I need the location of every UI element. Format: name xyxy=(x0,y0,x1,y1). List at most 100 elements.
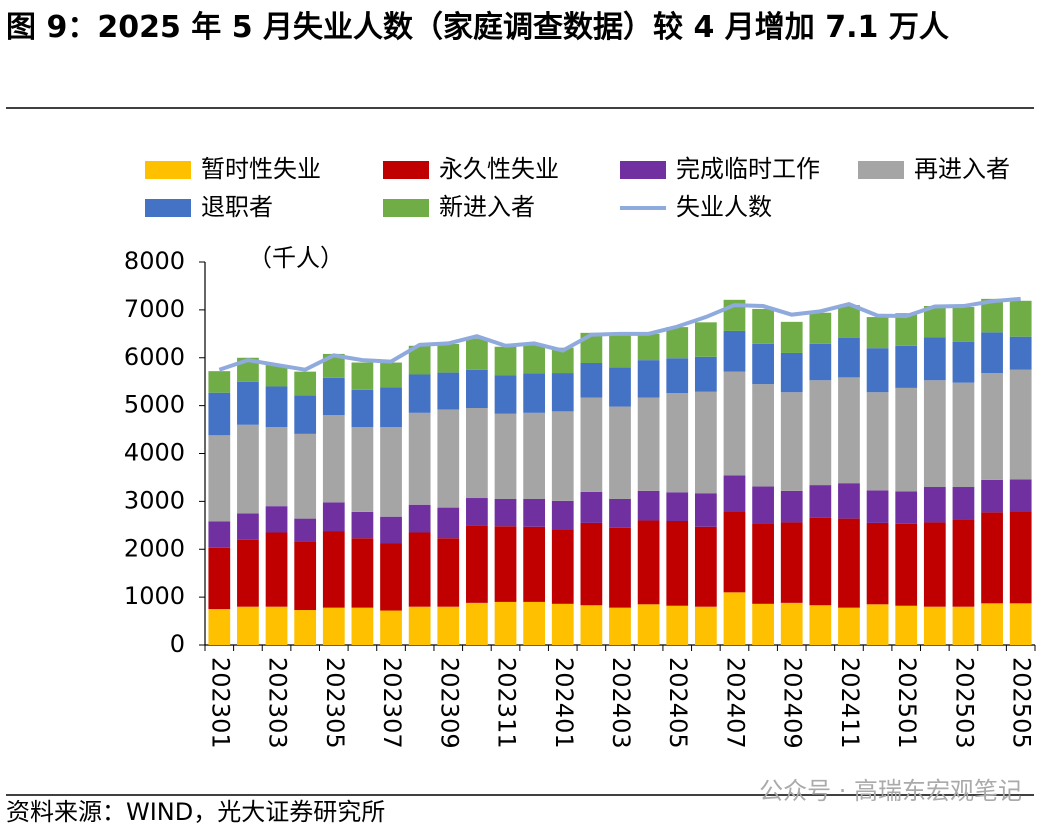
bar-segment xyxy=(380,610,402,645)
bar-segment xyxy=(523,498,546,527)
bar-segment xyxy=(1009,603,1032,645)
bar-segment xyxy=(322,415,345,503)
bar-segment xyxy=(265,506,288,533)
bar-segment xyxy=(322,531,345,608)
bar-segment xyxy=(895,523,918,606)
bar-segment xyxy=(208,547,231,610)
watermark: 公众号 · 高瑞东宏观笔记 xyxy=(759,777,1022,805)
legend-label: 暂时性失业 xyxy=(201,155,321,183)
bar-segment xyxy=(265,606,288,645)
bar-segment xyxy=(952,606,975,645)
bar-segment xyxy=(809,605,832,645)
bar-segment xyxy=(838,483,860,519)
bar-segment xyxy=(551,347,574,374)
bar-segment xyxy=(952,382,975,488)
bar-segment xyxy=(494,375,517,414)
bar-segment xyxy=(809,343,832,381)
bar-segment xyxy=(208,521,231,548)
bar-segment xyxy=(637,604,660,645)
bar-segment xyxy=(265,532,288,607)
bar-segment xyxy=(895,387,918,492)
legend-label: 再进入者 xyxy=(914,155,1010,183)
bar-segment xyxy=(408,532,431,607)
bar-segment xyxy=(380,362,402,388)
bar-segment xyxy=(580,605,603,645)
x-tick-label: 202301 xyxy=(206,657,234,749)
y-unit: （千人） xyxy=(248,244,344,272)
bar-segment xyxy=(437,538,460,607)
bar-segment xyxy=(437,343,460,373)
legend-label: 永久性失业 xyxy=(439,155,559,183)
bar-segment xyxy=(237,381,259,425)
bar-segment xyxy=(408,345,431,375)
bar-segment xyxy=(580,363,603,398)
bar-segment xyxy=(551,411,574,501)
bar-segment xyxy=(551,500,574,530)
line-series xyxy=(218,296,1021,372)
bar-segment xyxy=(237,539,259,607)
bar-segment xyxy=(437,372,460,410)
legend-label: 退职者 xyxy=(201,193,273,221)
bar-segment xyxy=(609,406,631,499)
y-tick-label: 3000 xyxy=(124,486,185,514)
bar-segment xyxy=(752,523,774,604)
bar-segment xyxy=(322,377,345,416)
bar-segment xyxy=(294,541,317,611)
legend-swatch xyxy=(383,199,429,217)
bar-segment xyxy=(694,322,717,357)
bar-segment xyxy=(952,519,975,607)
chart-title: 图 9：2025 年 5 月失业人数（家庭调查数据）较 4 月增加 7.1 万人 xyxy=(6,10,949,45)
legend-label: 失业人数 xyxy=(676,193,772,221)
bar-segment xyxy=(437,507,460,539)
bar-segment xyxy=(294,518,317,542)
bar-segment xyxy=(237,606,259,645)
bar-segment xyxy=(408,606,431,645)
bar-segment xyxy=(351,607,374,645)
bar-segment xyxy=(1009,511,1032,604)
bar-segment xyxy=(523,526,546,602)
bar-segment xyxy=(380,427,402,517)
bar-segment xyxy=(637,520,660,605)
bar-segment xyxy=(551,603,574,645)
bar-segment xyxy=(466,498,488,526)
bar-segment xyxy=(237,513,259,540)
bar-segment xyxy=(494,413,517,499)
bar-segment xyxy=(981,298,1003,333)
bar-segment xyxy=(265,386,288,428)
bar-segment xyxy=(466,525,488,603)
bar-segment xyxy=(523,412,546,499)
bar-segment xyxy=(809,312,832,344)
bar-segment xyxy=(866,522,889,605)
bar-segment xyxy=(408,412,431,505)
bar-segment xyxy=(694,493,717,527)
x-tick-label: 202401 xyxy=(550,657,578,749)
bar-segment xyxy=(351,362,374,390)
bar-segment xyxy=(294,433,317,519)
x-tick-label: 202307 xyxy=(378,657,406,749)
bar-segment xyxy=(408,504,431,533)
bar-segment xyxy=(780,392,803,491)
bar-segment xyxy=(580,491,603,523)
y-tick-label: 2000 xyxy=(124,534,185,562)
bar-segment xyxy=(237,424,259,514)
bar-segment xyxy=(208,435,231,522)
bar-segment xyxy=(637,397,660,491)
x-tick-label: 202503 xyxy=(950,657,978,749)
legend-label: 新进入者 xyxy=(439,193,535,221)
bar-segment xyxy=(466,369,488,409)
bar-segment xyxy=(494,346,517,376)
bar-segment xyxy=(322,607,345,645)
bar-segment xyxy=(351,538,374,608)
bar-segment xyxy=(208,371,231,393)
bar-segment xyxy=(666,393,689,493)
x-tick-label: 202309 xyxy=(435,657,463,749)
bar-segment xyxy=(780,321,803,353)
bar-segment xyxy=(981,479,1003,513)
bar-segment xyxy=(838,518,860,608)
bar-segment xyxy=(694,606,717,645)
bar-segment xyxy=(952,487,975,520)
bar-segment xyxy=(923,380,946,488)
bar-segment xyxy=(466,408,488,499)
bar-segment xyxy=(1009,479,1032,512)
